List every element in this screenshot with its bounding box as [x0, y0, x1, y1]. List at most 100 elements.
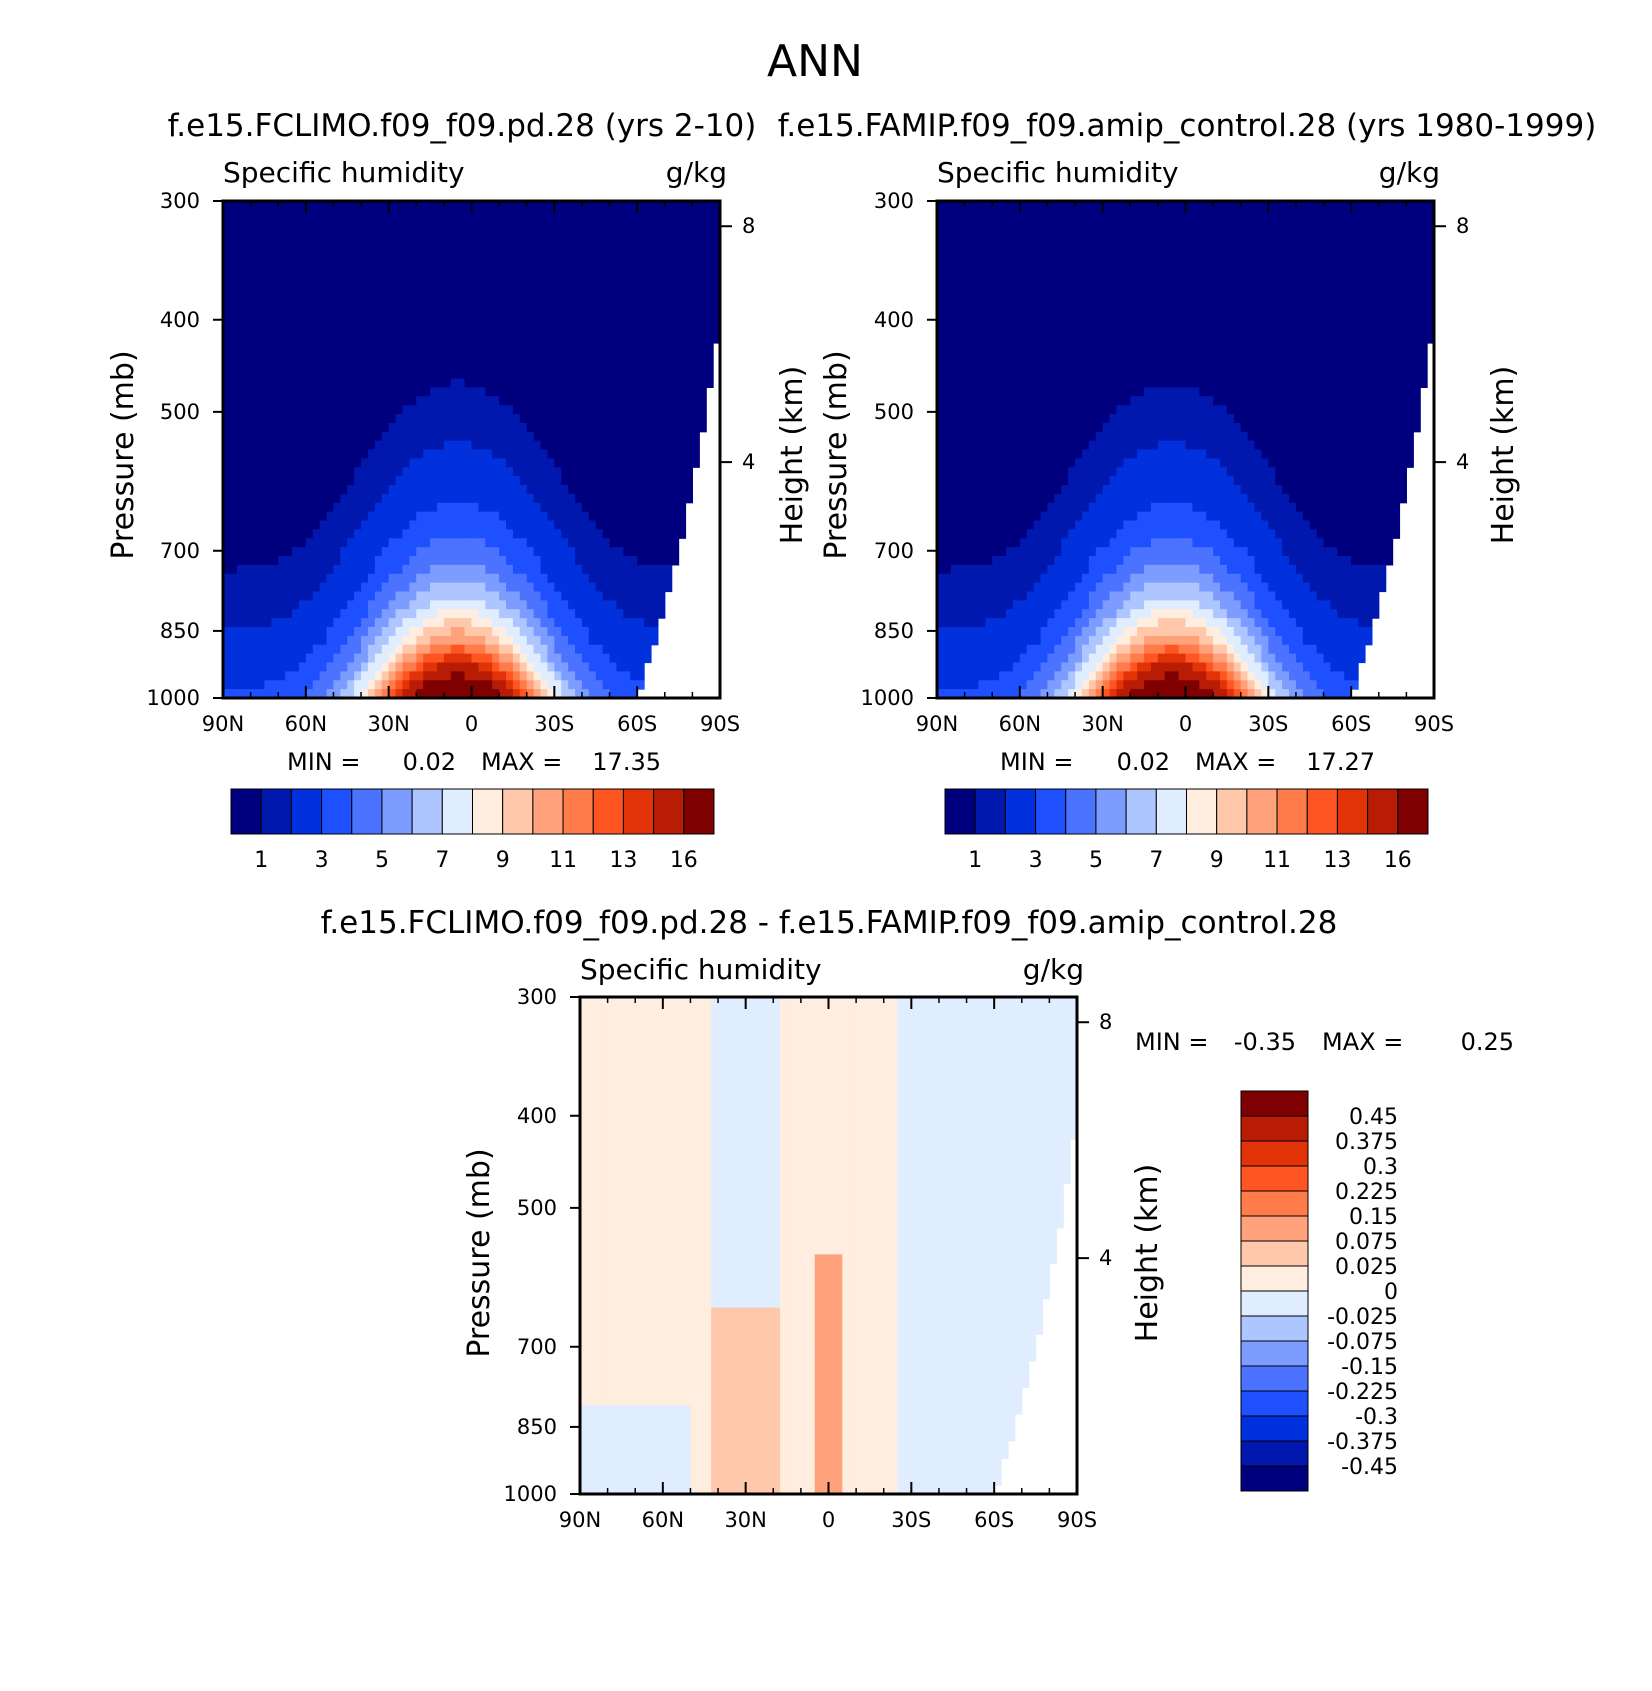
contour-cell: [554, 280, 562, 291]
contour-cell: [971, 662, 980, 672]
contour-cell: [1040, 218, 1049, 229]
contour-cell: [485, 369, 493, 380]
contour-cell: [1026, 343, 1035, 353]
contour-cell: [312, 618, 321, 628]
contour-cell: [402, 635, 410, 646]
contour-cell: [685, 254, 693, 264]
contour-cell: [354, 662, 362, 672]
contour-cell: [271, 236, 279, 246]
contour-cell: [713, 201, 721, 211]
contour-cell: [1061, 351, 1069, 362]
contour-cell: [436, 618, 445, 628]
contour-cell: [305, 529, 314, 539]
contour-cell: [999, 343, 1007, 353]
contour-cell: [271, 600, 279, 610]
colorbar-swatch: [381, 788, 413, 835]
contour-cell: [1068, 201, 1076, 211]
contour-cell: [443, 671, 452, 681]
contour-cell: [685, 272, 693, 282]
contour-cell: [292, 360, 300, 371]
contour-cell: [664, 334, 673, 344]
contour-cell: [395, 564, 404, 575]
contour-cell: [416, 414, 424, 424]
contour-cell: [664, 422, 673, 433]
contour-cell: [367, 476, 376, 486]
contour-cell: [547, 520, 555, 530]
contour-cell: [464, 662, 473, 672]
contour-cell: [319, 369, 328, 380]
contour-cell: [637, 422, 645, 433]
contour-cell: [1026, 502, 1035, 513]
contour-cell: [409, 201, 417, 211]
contour-cell: [609, 556, 618, 566]
contour-cell: [1012, 529, 1021, 539]
contour-cell: [1040, 564, 1049, 575]
contour-cell: [992, 653, 1000, 664]
contour-cell: [478, 458, 486, 468]
contour-cell: [416, 520, 424, 530]
contour-cell: [547, 440, 555, 451]
contour-cell: [609, 511, 618, 522]
contour-cell: [616, 529, 624, 539]
contour-cell: [250, 609, 259, 619]
contour-cell: [340, 396, 348, 406]
contour-cell: [347, 227, 355, 238]
contour-cell: [236, 538, 245, 548]
contour-cell: [388, 662, 397, 672]
contour-cell: [1012, 653, 1021, 664]
contour-cell: [1061, 254, 1069, 264]
contour-cell: [644, 458, 652, 468]
contour-cell: [526, 502, 535, 513]
contour-cell: [554, 680, 562, 690]
contour-cell: [985, 289, 993, 300]
contour-cell: [692, 396, 700, 406]
contour-cell: [367, 627, 376, 637]
contour-cell: [630, 635, 638, 646]
contour-cell: [1012, 493, 1021, 504]
contour-cell: [630, 316, 638, 326]
contour-cell: [964, 289, 973, 300]
contour-cell: [588, 431, 597, 442]
contour-cell: [361, 476, 369, 486]
contour-cell: [305, 378, 314, 388]
contour-cell: [506, 263, 514, 273]
contour-cell: [999, 582, 1007, 593]
contour-cell: [616, 280, 624, 291]
contour-cell: [457, 653, 466, 664]
contour-cell: [271, 405, 279, 415]
contour-cell: [971, 236, 980, 246]
contour-cell: [485, 547, 493, 557]
contour-cell: [340, 653, 348, 664]
contour-cell: [1047, 618, 1055, 628]
contour-cell: [950, 227, 959, 238]
contour-cell: [937, 556, 945, 566]
contour-cell: [519, 573, 528, 584]
contour-cell: [664, 325, 673, 335]
contour-cell: [243, 493, 252, 504]
contour-cell: [354, 520, 362, 530]
contour-cell: [1026, 573, 1035, 584]
contour-cell: [1006, 272, 1014, 282]
contour-cell: [257, 449, 266, 459]
contour-cell: [1061, 485, 1069, 495]
contour-cell: [588, 573, 597, 584]
contour-cell: [1047, 201, 1055, 211]
contour-cell: [937, 325, 945, 335]
contour-cell: [664, 405, 673, 415]
contour-cell: [471, 476, 479, 486]
contour-cell: [298, 325, 307, 335]
contour-cell: [937, 405, 945, 415]
contour-cell: [333, 201, 341, 211]
contour-cell: [499, 289, 507, 300]
contour-cell: [347, 458, 355, 468]
contour-cell: [457, 502, 466, 513]
contour-cell: [526, 458, 535, 468]
contour-cell: [671, 547, 680, 557]
contour-cell: [526, 644, 535, 655]
contour-cell: [1012, 609, 1021, 619]
contour-cell: [298, 618, 307, 628]
contour-cell: [374, 600, 383, 610]
contour-cell: [395, 671, 404, 681]
contour-cell: [243, 298, 252, 309]
contour-cell: [388, 485, 397, 495]
